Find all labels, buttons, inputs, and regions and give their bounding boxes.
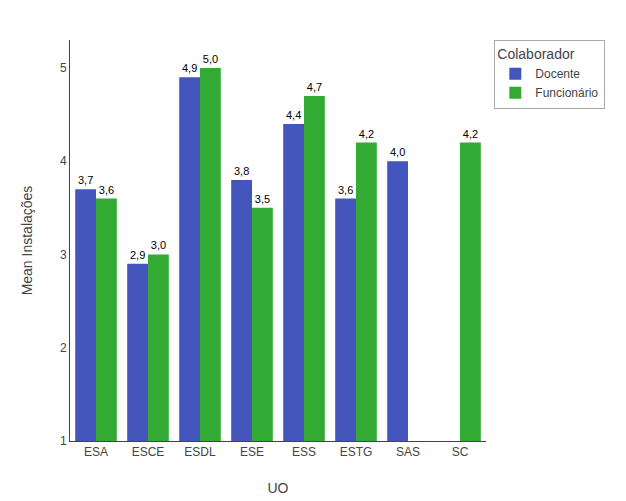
- svg-text:3,5: 3,5: [255, 193, 270, 205]
- svg-text:4,7: 4,7: [307, 81, 322, 93]
- svg-text:ESDL: ESDL: [184, 445, 216, 459]
- svg-text:Docente: Docente: [535, 67, 580, 81]
- svg-text:4: 4: [60, 154, 67, 168]
- svg-text:3,6: 3,6: [99, 184, 114, 196]
- svg-text:2,9: 2,9: [130, 249, 145, 261]
- svg-text:ESE: ESE: [240, 445, 264, 459]
- svg-text:4,0: 4,0: [390, 146, 405, 158]
- svg-text:Colaborador: Colaborador: [497, 46, 574, 62]
- svg-text:1: 1: [60, 434, 67, 448]
- svg-text:3: 3: [60, 248, 67, 262]
- svg-text:4,9: 4,9: [182, 62, 197, 74]
- svg-text:Funcionário: Funcionário: [535, 86, 598, 100]
- svg-text:SC: SC: [452, 445, 469, 459]
- svg-text:4,4: 4,4: [286, 109, 301, 121]
- svg-text:ESCE: ESCE: [132, 445, 165, 459]
- svg-text:4,2: 4,2: [359, 128, 374, 140]
- svg-text:3,7: 3,7: [78, 174, 93, 186]
- svg-text:3,0: 3,0: [151, 239, 166, 251]
- svg-text:SAS: SAS: [396, 445, 420, 459]
- svg-text:ESS: ESS: [292, 445, 316, 459]
- svg-text:ESTG: ESTG: [340, 445, 373, 459]
- svg-text:3,8: 3,8: [234, 165, 249, 177]
- svg-text:2: 2: [60, 341, 67, 355]
- svg-text:5: 5: [60, 61, 67, 75]
- svg-text:4,2: 4,2: [463, 128, 478, 140]
- svg-text:5,0: 5,0: [203, 53, 218, 65]
- svg-text:Mean Instalações: Mean Instalações: [19, 186, 35, 296]
- svg-text:3,6: 3,6: [338, 184, 353, 196]
- svg-text:UO: UO: [268, 480, 289, 496]
- svg-text:ESA: ESA: [84, 445, 108, 459]
